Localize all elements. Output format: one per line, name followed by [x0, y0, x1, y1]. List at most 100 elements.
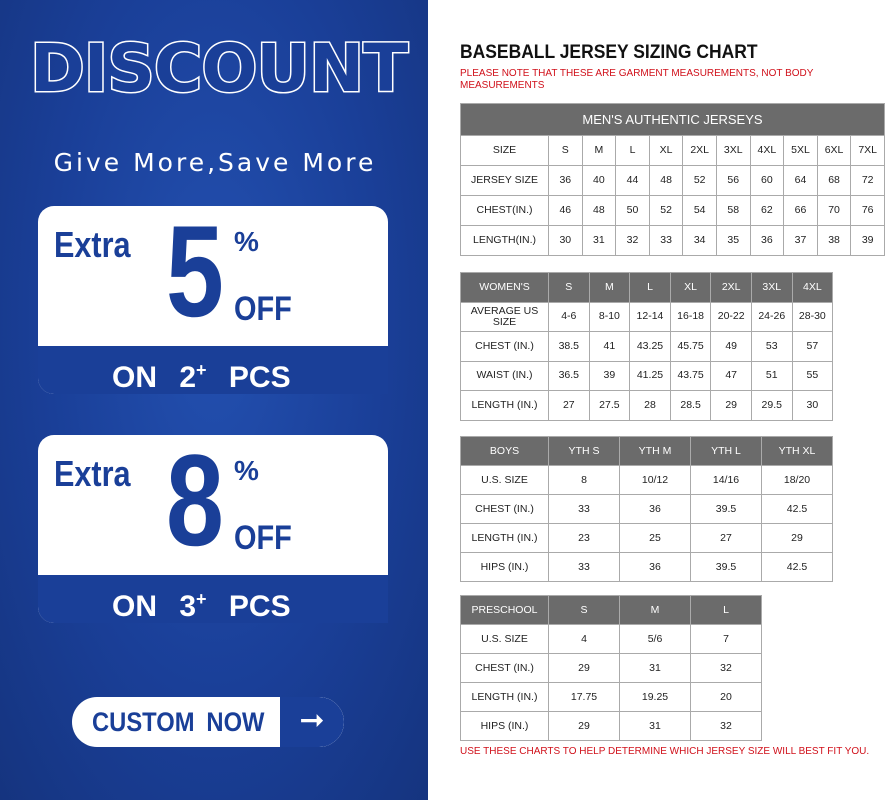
- offer-card-5: Extra 5 % OFF ON 2+ PCS: [38, 206, 388, 394]
- table-cell: 54: [682, 195, 717, 226]
- table-cell: 53: [750, 331, 793, 362]
- table-caption: MEN'S AUTHENTIC JERSEYS: [460, 103, 885, 136]
- chart-title: BASEBALL JERSEY SIZING CHART: [460, 42, 758, 63]
- table-cell: 28.5: [669, 390, 712, 421]
- table-cell: 51: [750, 360, 793, 391]
- table-cell: 66: [783, 195, 818, 226]
- table-cell: 48: [648, 165, 684, 196]
- tagline: Give More,Save More: [53, 148, 377, 177]
- column-header: S: [548, 135, 583, 166]
- column-header: S: [548, 272, 590, 303]
- table-row: LENGTH (IN.) 27 27.5 28 28.5 29 29.5 30: [460, 390, 834, 421]
- table-row: HIPS (IN.) 29 31 32: [460, 711, 762, 741]
- column-header: WOMEN'S: [460, 272, 549, 303]
- table-cell: 29: [761, 523, 833, 553]
- column-header: 5XL: [783, 135, 818, 166]
- column-header: L: [690, 595, 762, 625]
- table-cell: 50: [615, 195, 650, 226]
- table-cell: 10/12: [619, 465, 691, 495]
- custom-now-button[interactable]: CUSTOM NOW ➞: [72, 697, 344, 747]
- table-cell: 76: [850, 195, 885, 226]
- table-row: U.S. SIZE 8 10/12 14/16 18/20: [460, 465, 833, 495]
- offer-pcs: PCS: [228, 590, 291, 623]
- table-header-row: WOMEN'S S M L XL 2XL 3XL 4XL: [460, 272, 834, 303]
- table-cell: 62: [749, 195, 785, 226]
- table-cell: 68: [816, 165, 852, 196]
- preschool-size-table: PRESCHOOL S M L U.S. SIZE 4 5/6 7 CHEST (IN.) 29 3…: [460, 595, 762, 741]
- column-header: 6XL: [816, 135, 852, 166]
- table-cell: 36: [619, 552, 691, 582]
- offer-off: OFF: [234, 519, 292, 557]
- column-header: 2XL: [682, 135, 717, 166]
- table-cell: 36: [749, 225, 785, 256]
- column-header: 3XL: [715, 135, 751, 166]
- table-cell: 8-10: [588, 301, 631, 332]
- table-cell: 32: [615, 225, 650, 256]
- table-cell: 52: [682, 165, 717, 196]
- measurement-note: PLEASE NOTE THAT THESE ARE GARMENT MEASU…: [460, 68, 814, 91]
- column-header: YTH XL: [761, 436, 833, 466]
- table-cell: 20: [690, 682, 762, 712]
- column-header: BOYS: [460, 436, 549, 466]
- table-cell: 27: [548, 390, 590, 421]
- offer-value: 5: [166, 206, 224, 344]
- column-header: YTH L: [690, 436, 762, 466]
- table-cell: 28-30: [791, 301, 834, 332]
- table-cell: 40: [581, 165, 617, 196]
- offer-percent: %: [234, 226, 259, 257]
- table-cell: 37: [783, 225, 818, 256]
- table-cell: 43.75: [669, 360, 712, 391]
- column-header: M: [581, 135, 617, 166]
- column-header: L: [615, 135, 650, 166]
- offer-value: 8: [166, 435, 224, 573]
- column-header: 7XL: [850, 135, 885, 166]
- table-cell: 48: [581, 195, 617, 226]
- table-header-row: BOYS YTH S YTH M YTH L YTH XL: [460, 436, 833, 466]
- table-cell: 55: [791, 360, 834, 391]
- arrow-right-icon: ➞: [280, 697, 344, 747]
- table-cell: 36.5: [548, 360, 590, 391]
- table-cell: 44: [615, 165, 650, 196]
- row-label: LENGTH (IN.): [460, 390, 549, 421]
- table-cell: 19.25: [619, 682, 691, 712]
- table-cell: 58: [715, 195, 751, 226]
- offer-off: OFF: [234, 290, 292, 328]
- table-cell: 52: [648, 195, 684, 226]
- row-label: AVERAGE US SIZE: [460, 301, 549, 332]
- row-label: LENGTH (IN.): [460, 682, 549, 712]
- table-cell: 32: [690, 653, 762, 683]
- promo-panel: DISCOUNT Give More,Save More Extra 5 % O…: [0, 0, 428, 800]
- table-header-row: SIZE S M L XL 2XL 3XL 4XL 5XL 6XL 7XL: [460, 135, 885, 166]
- cta-label: CUSTOM NOW: [92, 707, 265, 737]
- offer-qty: 3: [179, 590, 197, 623]
- table-cell: 14/16: [690, 465, 762, 495]
- offer-qty-band: ON 3+ PCS: [38, 575, 388, 623]
- table-cell: 5/6: [619, 624, 691, 654]
- column-header: L: [629, 272, 671, 303]
- offer-on: ON: [112, 590, 157, 623]
- column-header: YTH S: [548, 436, 620, 466]
- column-header: M: [588, 272, 631, 303]
- column-header: M: [619, 595, 691, 625]
- table-cell: 20-22: [710, 301, 752, 332]
- column-header: YTH M: [619, 436, 691, 466]
- offer-percent: %: [234, 455, 259, 486]
- table-cell: 72: [850, 165, 885, 196]
- table-cell: 33: [648, 225, 684, 256]
- table-cell: 29: [548, 711, 620, 741]
- table-row: U.S. SIZE 4 5/6 7: [460, 624, 762, 654]
- table-cell: 31: [619, 653, 691, 683]
- column-header: SIZE: [460, 135, 549, 166]
- table-row: CHEST (IN.) 29 31 32: [460, 653, 762, 683]
- table-cell: 30: [791, 390, 834, 421]
- table-cell: 38: [816, 225, 852, 256]
- table-cell: 29.5: [750, 390, 793, 421]
- table-cell: 34: [682, 225, 717, 256]
- row-label: U.S. SIZE: [460, 465, 549, 495]
- table-cell: 33: [548, 552, 620, 582]
- table-cell: 27.5: [588, 390, 631, 421]
- offer-plus: +: [196, 360, 207, 380]
- table-cell: 41.25: [629, 360, 671, 391]
- table-cell: 32: [690, 711, 762, 741]
- table-cell: 24-26: [750, 301, 793, 332]
